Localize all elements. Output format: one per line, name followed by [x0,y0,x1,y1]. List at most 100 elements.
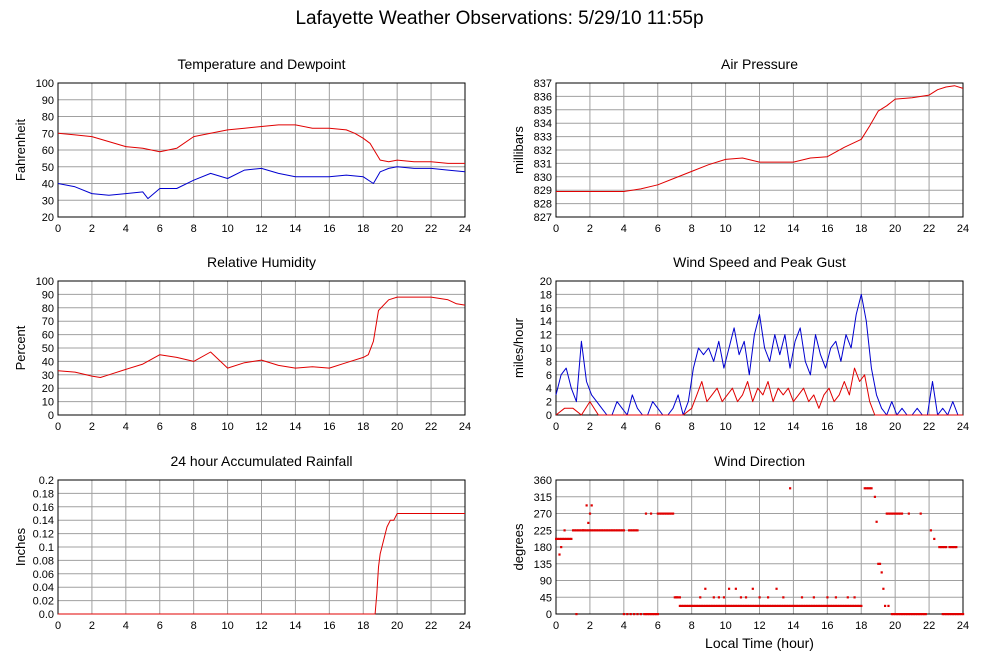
x-tick-label: 24 [459,620,471,632]
direction-point [680,604,683,608]
y-tick-label: 0.06 [33,569,54,581]
direction-point [802,604,805,608]
y-axis-label: Fahrenheit [13,119,28,182]
direction-point [843,604,846,608]
direction-point [622,529,626,532]
y-tick-label: 16 [540,303,552,315]
y-tick-label: 18 [540,289,552,301]
y-tick-label: 360 [534,475,552,487]
direction-point [768,604,771,608]
y-tick-label: 837 [534,78,552,90]
direction-point [719,604,722,608]
y-tick-label: 0 [48,410,54,422]
humidity-series-line [57,296,466,378]
direction-point [904,613,907,616]
y-tick-label: 100 [36,276,54,288]
direction-point [670,512,673,515]
direction-point [800,604,804,608]
direction-point [702,604,705,608]
direction-point [783,604,787,608]
direction-point [758,604,761,608]
direction-point [950,613,953,616]
direction-point [922,613,926,616]
direction-point [614,529,617,532]
x-tick-label: 14 [787,620,799,632]
direction-point [602,529,605,532]
direction-point [700,604,704,608]
x-tick-label: 18 [855,421,867,433]
direction-point [666,512,670,515]
direction-point [610,529,614,532]
direction-point [755,604,758,608]
direction-point [907,613,910,616]
direction-point [744,604,748,608]
direction-point [711,604,714,608]
x-tick-label: 6 [655,620,661,632]
x-tick-label: 20 [889,421,901,433]
direction-point [673,596,676,599]
direction-point [731,604,734,608]
direction-point [563,529,566,532]
direction-point [660,512,663,515]
direction-point [631,529,634,532]
x-tick-label: 22 [425,421,437,433]
direction-point [941,613,944,616]
direction-point [839,604,843,608]
direction-point [597,529,600,532]
direction-point [929,529,932,532]
direction-point [588,529,592,532]
direction-chart: 0 2 4 6 8 10 12 14 16 18 20 22 240459013518022527031… [511,453,969,651]
y-tick-label: 20 [42,212,54,224]
x-tick-label: 14 [787,421,799,433]
direction-point [639,613,642,616]
x-tick-label: 22 [923,223,935,235]
direction-point [912,613,916,616]
direction-point [865,487,868,490]
y-tick-label: 835 [534,105,552,117]
direction-point [563,537,566,541]
pressure-series-line [556,85,964,192]
direction-point [751,587,754,590]
y-tick-label: 135 [534,559,552,571]
direction-point [577,529,580,532]
y-tick-label: 0.14 [33,515,54,527]
direction-point [622,613,626,616]
y-tick-label: 833 [534,132,552,144]
direction-point [911,613,914,616]
y-axis-label: degrees [511,523,526,570]
direction-point [570,537,573,541]
direction-point [821,604,824,608]
x-tick-label: 10 [719,620,731,632]
direction-point [895,512,899,515]
x-tick-label: 6 [157,421,163,433]
direction-point [626,613,629,616]
direction-point [697,604,700,608]
x-tick-label: 8 [689,620,695,632]
direction-point [812,604,815,608]
y-tick-label: 8 [546,356,552,368]
y-tick-label: 6 [546,370,552,382]
direction-point [616,529,619,532]
x-tick-label: 22 [923,421,935,433]
direction-point [585,529,588,532]
direction-point [595,529,598,532]
direction-point [573,529,576,532]
direction-point [787,604,790,608]
direction-point [885,512,888,515]
x-tick-label: 12 [255,223,267,235]
x-tick-label: 10 [221,421,233,433]
direction-point [892,613,895,616]
direction-point [575,613,578,616]
x-tick-label: 4 [123,223,129,235]
direction-point [590,504,593,507]
direction-point [899,512,902,515]
direction-point [675,596,678,599]
direction-point [955,546,958,549]
direction-point [953,613,956,616]
y-tick-label: 60 [42,330,54,342]
x-tick-label: 6 [655,421,661,433]
direction-point [782,604,785,608]
x-tick-label: 16 [323,223,335,235]
direction-point [916,613,919,616]
direction-point [948,546,951,549]
